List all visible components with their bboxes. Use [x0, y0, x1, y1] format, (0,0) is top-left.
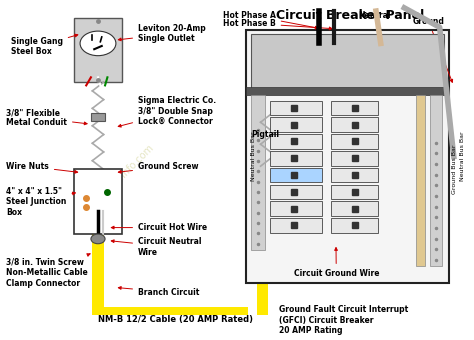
FancyBboxPatch shape — [416, 95, 426, 266]
Text: Pigtail: Pigtail — [251, 130, 279, 139]
FancyBboxPatch shape — [74, 169, 121, 234]
Text: Ground Screw: Ground Screw — [118, 162, 199, 173]
FancyBboxPatch shape — [270, 101, 322, 115]
Text: Neutral Bus Bar: Neutral Bus Bar — [251, 132, 256, 181]
FancyBboxPatch shape — [270, 117, 322, 132]
Text: Sigma Electric Co.
3/8" Double Snap
Lock® Connector: Sigma Electric Co. 3/8" Double Snap Lock… — [118, 96, 216, 127]
FancyBboxPatch shape — [246, 31, 449, 283]
FancyBboxPatch shape — [270, 151, 322, 166]
FancyBboxPatch shape — [430, 95, 442, 266]
Text: Leviton 20-Amp
Single Outlet: Leviton 20-Amp Single Outlet — [118, 24, 206, 44]
Text: Hot Phase B: Hot Phase B — [223, 19, 332, 30]
Text: 3/8" Flexible
Metal Conduit: 3/8" Flexible Metal Conduit — [6, 108, 87, 128]
Text: Circuit Breaker Panel: Circuit Breaker Panel — [276, 10, 424, 22]
FancyBboxPatch shape — [270, 185, 322, 199]
Text: Circuit Hot Wire: Circuit Hot Wire — [111, 223, 207, 232]
FancyBboxPatch shape — [331, 101, 378, 115]
FancyBboxPatch shape — [331, 218, 378, 233]
FancyBboxPatch shape — [270, 218, 322, 233]
FancyBboxPatch shape — [270, 134, 322, 149]
Text: Hot Phase A: Hot Phase A — [223, 11, 318, 29]
FancyBboxPatch shape — [331, 151, 378, 166]
FancyBboxPatch shape — [270, 168, 322, 182]
FancyBboxPatch shape — [92, 234, 104, 315]
Text: Single Gang
Steel Box: Single Gang Steel Box — [11, 34, 78, 56]
Circle shape — [80, 31, 116, 56]
Text: Ground Fault Circuit Interrupt
(GFCI) Circuit Breaker
20 AMP Rating: Ground Fault Circuit Interrupt (GFCI) Ci… — [279, 305, 409, 335]
Text: Ground Bus Bar: Ground Bus Bar — [452, 144, 457, 194]
Text: NM-B 12/2 Cable (20 AMP Rated): NM-B 12/2 Cable (20 AMP Rated) — [98, 315, 253, 324]
Text: Branch Circuit: Branch Circuit — [118, 287, 200, 297]
FancyBboxPatch shape — [257, 276, 268, 315]
FancyBboxPatch shape — [331, 168, 378, 182]
Text: Neutral Bus Bar: Neutral Bus Bar — [460, 132, 465, 181]
FancyBboxPatch shape — [92, 307, 248, 315]
Text: Wire Nuts: Wire Nuts — [6, 162, 78, 173]
FancyBboxPatch shape — [74, 18, 121, 82]
Circle shape — [91, 234, 105, 244]
FancyBboxPatch shape — [91, 113, 105, 121]
FancyBboxPatch shape — [270, 201, 322, 216]
Text: 3/8 in. Twin Screw
Non-Metallic Cable
Clamp Connector: 3/8 in. Twin Screw Non-Metallic Cable Cl… — [6, 254, 90, 288]
Text: Neutral: Neutral — [358, 11, 391, 26]
Text: handymaninfo.com: handymaninfo.com — [82, 142, 156, 216]
FancyBboxPatch shape — [331, 185, 378, 199]
FancyBboxPatch shape — [331, 117, 378, 132]
Text: Circuit Ground Wire: Circuit Ground Wire — [293, 248, 379, 278]
FancyBboxPatch shape — [331, 134, 378, 149]
Text: Ground: Ground — [412, 17, 453, 82]
Text: Circuit Neutral
Wire: Circuit Neutral Wire — [111, 237, 201, 257]
FancyBboxPatch shape — [331, 201, 378, 216]
FancyBboxPatch shape — [251, 34, 444, 89]
FancyBboxPatch shape — [246, 87, 449, 95]
Text: 4" x 4" x 1.5"
Steel Junction
Box: 4" x 4" x 1.5" Steel Junction Box — [6, 187, 75, 217]
FancyBboxPatch shape — [251, 95, 265, 250]
